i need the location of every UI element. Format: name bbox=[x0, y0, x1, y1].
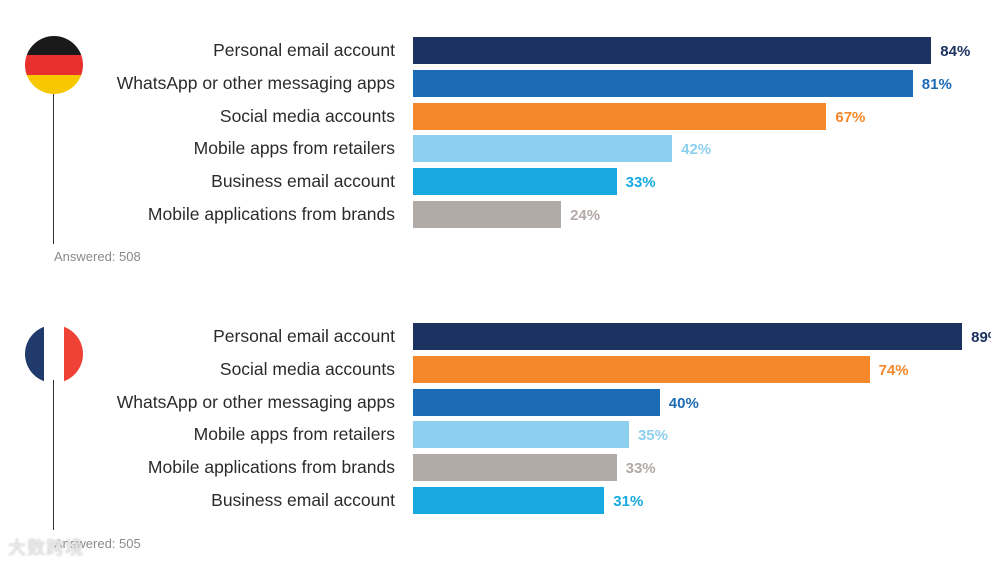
value-label: 33% bbox=[625, 174, 656, 192]
value-label: 31% bbox=[613, 493, 644, 510]
flag-stripe-red bbox=[25, 55, 83, 75]
value-label: 24% bbox=[570, 207, 601, 224]
category-label: Mobile apps from retailers bbox=[193, 424, 395, 445]
flag-stripe-white bbox=[44, 325, 64, 383]
bar-row: Business email account 33% bbox=[0, 168, 991, 196]
category-label: Mobile applications from brands bbox=[147, 457, 395, 478]
bar-row: Mobile apps from retailers 35% bbox=[0, 421, 991, 449]
value-label: 40% bbox=[668, 394, 699, 412]
watermark: 大数跨境 bbox=[8, 538, 84, 558]
flag-connector-line bbox=[53, 380, 54, 530]
value-label: 33% bbox=[625, 460, 656, 478]
value-label: 42% bbox=[681, 141, 712, 159]
flag-stripe-gold bbox=[25, 74, 83, 94]
flag-stripe-red bbox=[63, 325, 83, 383]
category-label: WhatsApp or other messaging apps bbox=[116, 391, 395, 412]
flag-stripe-blue bbox=[25, 325, 45, 383]
bar-row: WhatsApp or other messaging apps 81% bbox=[0, 69, 991, 97]
category-label: Mobile apps from retailers bbox=[193, 138, 395, 159]
germany-flag-icon bbox=[25, 36, 83, 94]
category-label: Social media accounts bbox=[219, 358, 395, 379]
bar bbox=[413, 454, 617, 482]
bar bbox=[413, 388, 660, 416]
bar bbox=[413, 168, 617, 196]
bar-row: Mobile applications from brands 33% bbox=[0, 454, 991, 482]
bar bbox=[413, 355, 870, 383]
category-label: Personal email account bbox=[213, 326, 395, 346]
flag-connector-line bbox=[53, 94, 54, 244]
france-flag-icon bbox=[25, 325, 83, 383]
answered-count: Answered: 508 bbox=[54, 249, 141, 264]
value-label: 81% bbox=[921, 75, 952, 93]
bar bbox=[413, 421, 629, 449]
bar-row: Personal email account 89% bbox=[0, 323, 991, 350]
category-label: Business email account bbox=[211, 171, 395, 192]
bar bbox=[413, 323, 963, 350]
category-label: Personal email account bbox=[213, 40, 395, 60]
bar bbox=[413, 69, 913, 97]
bar-row: Social media accounts 74% bbox=[0, 355, 991, 383]
value-label: 84% bbox=[940, 43, 971, 60]
bar bbox=[413, 487, 605, 514]
bar bbox=[413, 201, 562, 228]
category-label: Business email account bbox=[211, 490, 395, 510]
bar bbox=[413, 102, 827, 130]
flag-stripe-black bbox=[25, 36, 83, 56]
answered-count: Answered: 505 bbox=[54, 536, 141, 551]
bar-row: WhatsApp or other messaging apps 40% bbox=[0, 388, 991, 416]
bar-row: Mobile apps from retailers 42% bbox=[0, 135, 991, 163]
category-label: WhatsApp or other messaging apps bbox=[116, 72, 395, 93]
france-chart-panel: Personal email account 89% Social media ac… bbox=[0, 286, 991, 568]
category-label: Mobile applications from brands bbox=[147, 204, 395, 224]
germany-chart-panel: Personal email account 84% WhatsApp or oth… bbox=[0, 36, 991, 264]
value-label: 74% bbox=[878, 361, 909, 379]
bar-row: Personal email account 84% bbox=[0, 37, 991, 64]
bar-row: Mobile applications from brands 24% bbox=[0, 201, 991, 228]
category-label: Social media accounts bbox=[219, 105, 395, 126]
value-label: 89% bbox=[971, 329, 991, 346]
bar bbox=[413, 37, 932, 64]
value-label: 35% bbox=[637, 427, 668, 445]
bar-row: Social media accounts 67% bbox=[0, 102, 991, 130]
value-label: 67% bbox=[835, 108, 866, 126]
bar-row: Business email account 31% bbox=[0, 487, 991, 514]
bar bbox=[413, 135, 673, 163]
